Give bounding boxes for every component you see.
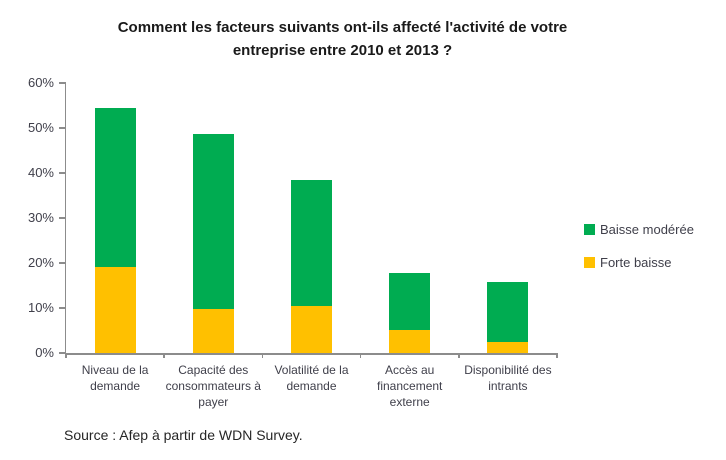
legend: Baisse modérée Forte baisse <box>584 222 694 288</box>
y-axis-tick-label: 0% <box>35 345 54 360</box>
x-axis-tick <box>65 353 67 358</box>
x-axis-category-label: Niveau de la demande <box>81 363 149 393</box>
y-axis-tick-label: 40% <box>27 165 54 180</box>
chart-title: Comment les facteurs suivants ont-ils af… <box>20 16 665 62</box>
legend-swatch-baisse-moderee <box>584 224 595 235</box>
bar-segment-forte-baisse <box>389 329 431 353</box>
y-axis-tick-label: 10% <box>27 300 54 315</box>
x-axis-category-label: Capacité des consommateurs à payer <box>165 363 261 409</box>
legend-label-baisse-moderee: Baisse modérée <box>600 222 694 237</box>
bar-segment-baisse-modérée <box>94 107 136 267</box>
x-axis-tick <box>359 353 362 358</box>
y-axis-line <box>64 83 66 355</box>
x-axis-category-label: Disponibilité des intrants <box>464 363 552 393</box>
bar-segment-forte-baisse <box>487 342 529 353</box>
y-axis-tick-label: 60% <box>27 75 54 90</box>
y-axis-tick <box>59 352 66 354</box>
x-axis-category-label: Volatilité de la demande <box>274 363 349 393</box>
y-axis-tick <box>59 172 66 174</box>
source-note: Source : Afep à partir de WDN Survey. <box>64 427 303 443</box>
bar-segment-baisse-modérée <box>192 133 234 309</box>
x-axis-tick <box>556 353 558 358</box>
legend-label-forte-baisse: Forte baisse <box>600 255 672 270</box>
legend-swatch-forte-baisse <box>584 257 595 268</box>
chart-title-line2: entreprise entre 2010 et 2013 ? <box>232 42 453 59</box>
y-axis-tick <box>59 262 66 264</box>
bar-segment-baisse-modérée <box>291 179 332 307</box>
y-axis-tick-label: 50% <box>27 120 54 135</box>
x-axis-category-label: Accès au financement externe <box>377 363 443 409</box>
bar-segment-baisse-modérée <box>487 281 529 343</box>
x-axis-tick <box>458 353 460 358</box>
bar-segment-forte-baisse <box>291 306 332 353</box>
bar-segment-baisse-modérée <box>389 272 431 330</box>
y-axis-tick-label: 20% <box>27 255 54 270</box>
bar-segment-forte-baisse <box>94 266 136 353</box>
y-axis-tick <box>59 307 66 309</box>
legend-item-baisse-moderee: Baisse modérée <box>584 222 694 237</box>
y-axis-tick <box>59 217 66 219</box>
chart-title-line1: Comment les facteurs suivants ont-ils af… <box>117 19 568 36</box>
y-axis-tick <box>59 82 66 84</box>
x-axis-tick <box>163 353 165 358</box>
y-axis-tick <box>59 127 66 129</box>
y-axis-tick-label: 30% <box>27 210 54 225</box>
x-axis-tick <box>261 353 264 358</box>
bar-segment-forte-baisse <box>192 308 234 353</box>
x-axis-line <box>64 353 557 355</box>
legend-item-forte-baisse: Forte baisse <box>584 255 694 270</box>
